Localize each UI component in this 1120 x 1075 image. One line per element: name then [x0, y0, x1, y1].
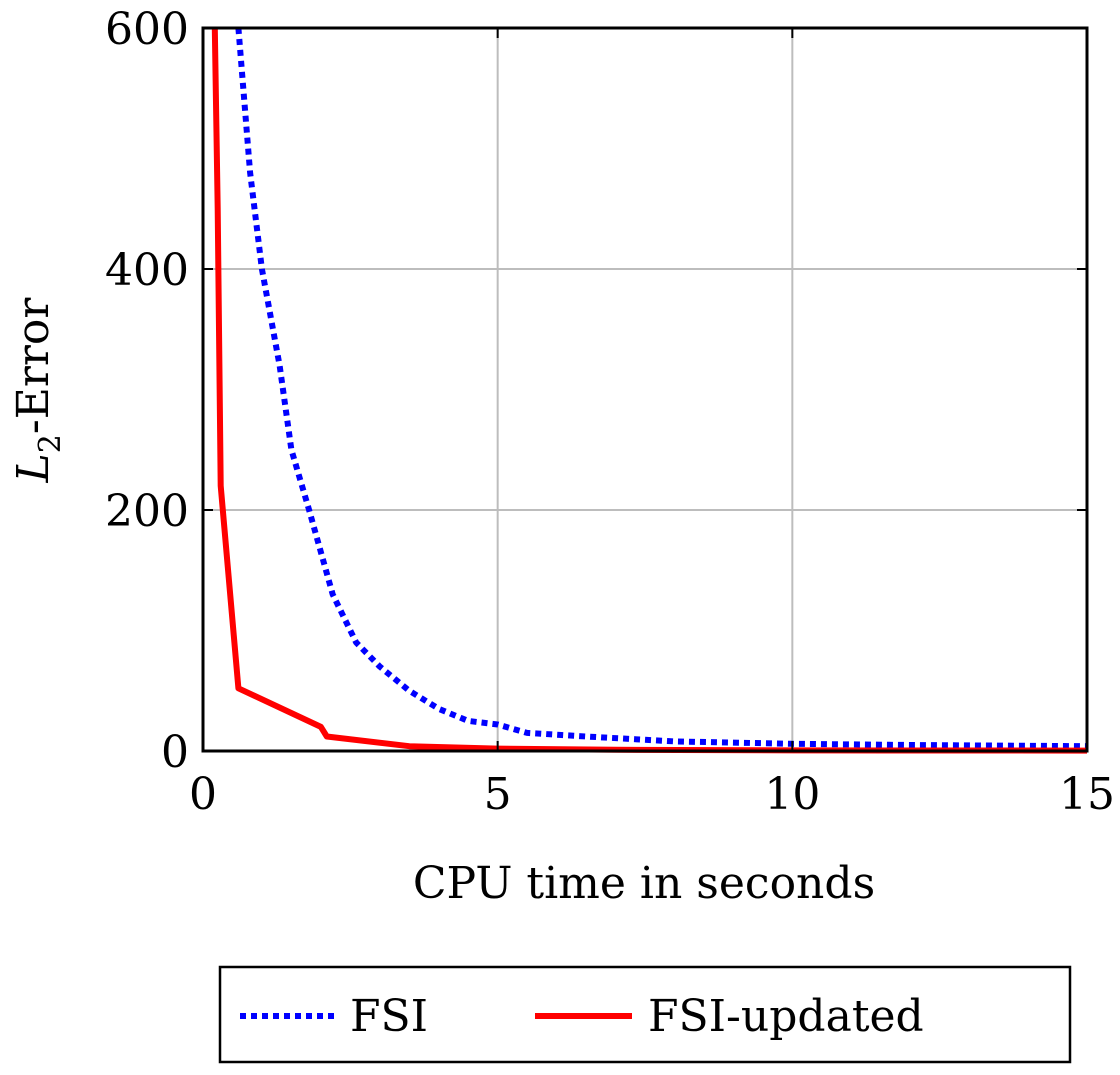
grid-lines: [203, 28, 1087, 751]
legend-label-fsi: FSI: [350, 991, 428, 1042]
legend-box: [218, 965, 1072, 1064]
y-tick-label: 400: [105, 245, 189, 296]
series-layer: [211, 27, 1088, 754]
y-tick-label: 0: [161, 727, 189, 778]
y-axis-label-rest: -Error: [8, 297, 59, 435]
y-axis-label-sub: 2: [33, 434, 68, 453]
series-line-fsi: [235, 27, 1088, 750]
y-axis-label: L2-Error: [8, 297, 68, 484]
x-tick-label: 15: [1059, 769, 1115, 820]
plot-frame: [201, 26, 1089, 753]
y-axis-label-main: L: [8, 453, 59, 483]
axis-ticks: 0 5 10 15 0 200 400 600: [105, 4, 1115, 820]
x-axis-label: CPU time in seconds: [413, 858, 875, 909]
legend: FSI FSI-updated: [218, 965, 1072, 1064]
x-tick-label: 0: [189, 769, 217, 820]
series-line-fsi-updated: [211, 27, 1088, 754]
x-tick-label: 5: [484, 769, 512, 820]
y-tick-label: 200: [105, 486, 189, 537]
legend-label-fsi-updated: FSI-updated: [648, 991, 924, 1042]
x-tick-label: 10: [764, 769, 820, 820]
y-tick-label: 600: [105, 4, 189, 55]
